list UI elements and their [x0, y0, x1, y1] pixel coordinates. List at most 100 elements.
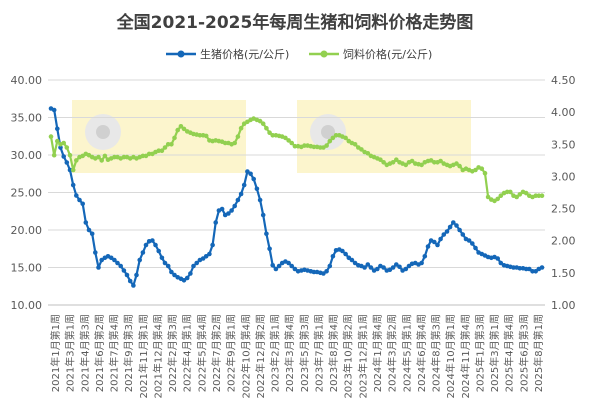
data-point — [64, 145, 70, 150]
data-point — [172, 272, 177, 278]
y-right-tick-label: 3.50 — [551, 138, 576, 151]
data-point — [362, 265, 367, 270]
x-tick-label: 2023年8月第4周 — [327, 314, 340, 392]
data-point — [454, 223, 459, 228]
x-tick-label: 2024年1月第4周 — [371, 314, 384, 392]
data-point — [466, 238, 472, 243]
data-point — [409, 158, 415, 164]
data-point — [108, 255, 114, 261]
data-point — [387, 267, 393, 273]
data-point — [146, 151, 152, 157]
series-layer — [48, 106, 545, 288]
data-point — [102, 153, 108, 159]
data-point — [264, 125, 269, 131]
data-point — [61, 154, 66, 159]
y-left-tick-label: 35.00 — [11, 112, 43, 125]
x-tick-label: 2025年1月第3周 — [473, 314, 486, 392]
data-point — [390, 160, 396, 165]
data-point — [286, 260, 291, 266]
y-left-tick-label: 25.00 — [11, 187, 43, 200]
x-tick-label: 2024年5月第1周 — [400, 314, 413, 392]
data-point — [368, 265, 374, 270]
data-point — [359, 147, 364, 152]
data-point — [451, 220, 456, 225]
data-point — [511, 265, 516, 270]
x-tick-label: 2021年11月第1周 — [137, 314, 150, 399]
data-point — [267, 130, 272, 135]
data-point — [137, 257, 142, 263]
data-point — [394, 262, 399, 267]
data-point — [153, 242, 158, 248]
x-tick-label: 2023年3月第4周 — [283, 314, 296, 392]
data-point — [289, 140, 295, 146]
data-point — [162, 145, 168, 150]
data-point — [83, 220, 89, 225]
data-point — [222, 140, 228, 146]
data-point — [55, 126, 60, 132]
data-point — [485, 194, 491, 200]
data-point — [226, 211, 231, 216]
x-tick-label: 2022年2月第3周 — [166, 314, 179, 392]
x-tick-label: 2022年9月第1周 — [225, 314, 238, 392]
data-point — [121, 268, 127, 273]
data-point — [536, 193, 542, 198]
data-point — [89, 231, 95, 237]
data-point — [194, 260, 199, 266]
data-point — [235, 134, 241, 139]
data-point — [178, 124, 184, 129]
data-point — [70, 182, 76, 188]
data-point — [159, 148, 165, 153]
data-point — [55, 138, 60, 144]
data-point — [74, 158, 79, 163]
data-point — [539, 193, 545, 198]
y-axis-left: 10.00 15.00 20.00 25.00 30.00 35.00 40.00 — [11, 74, 43, 312]
data-point — [86, 227, 92, 233]
data-point — [444, 229, 450, 234]
y-right-tick-label: 2.00 — [551, 235, 576, 248]
data-point — [150, 238, 155, 243]
data-point — [203, 133, 209, 139]
data-point — [419, 162, 424, 168]
data-point — [61, 140, 66, 146]
data-point — [365, 151, 371, 156]
data-point — [495, 196, 501, 202]
x-tick-label: 2021年3月第1周 — [64, 314, 77, 392]
data-point — [175, 127, 180, 133]
data-point — [397, 264, 402, 270]
y-right-tick-label: 2.50 — [551, 203, 576, 216]
data-point — [365, 262, 371, 267]
data-point — [292, 143, 298, 149]
data-point — [523, 190, 529, 196]
data-point — [447, 224, 453, 230]
data-point — [156, 148, 161, 153]
x-tick-label: 2025年3月第1周 — [488, 314, 501, 392]
x-tick-label: 2022年7月第2周 — [210, 314, 223, 392]
data-point — [67, 152, 73, 158]
data-point — [473, 245, 478, 251]
y-left-tick-label: 10.00 — [11, 299, 43, 312]
data-point — [327, 138, 333, 144]
data-point — [210, 242, 215, 248]
data-point — [403, 162, 409, 168]
y-right-tick-label: 1.50 — [551, 267, 576, 280]
data-point — [390, 265, 396, 270]
data-point — [508, 189, 513, 195]
x-tick-label: 2023年10月第2周 — [342, 314, 355, 399]
data-point — [238, 191, 244, 197]
data-point — [93, 250, 98, 255]
data-point — [181, 278, 187, 283]
x-tick-label: 2023年7月第1周 — [312, 314, 325, 392]
data-point — [352, 260, 358, 266]
legend: 生猪价格(元/公斤) 饲料价格(元/公斤) — [166, 47, 432, 61]
data-point — [203, 253, 209, 259]
data-point — [432, 160, 437, 165]
data-point — [530, 269, 535, 274]
x-tick-label: 2022年10月第4周 — [239, 314, 252, 399]
data-point — [118, 263, 123, 269]
data-point — [131, 283, 136, 288]
x-tick-label: 2021年4月第3周 — [78, 314, 91, 392]
x-tick-label: 2021年9月第3周 — [122, 314, 135, 392]
data-point — [270, 263, 276, 268]
data-point — [441, 232, 447, 237]
data-point — [276, 263, 282, 269]
